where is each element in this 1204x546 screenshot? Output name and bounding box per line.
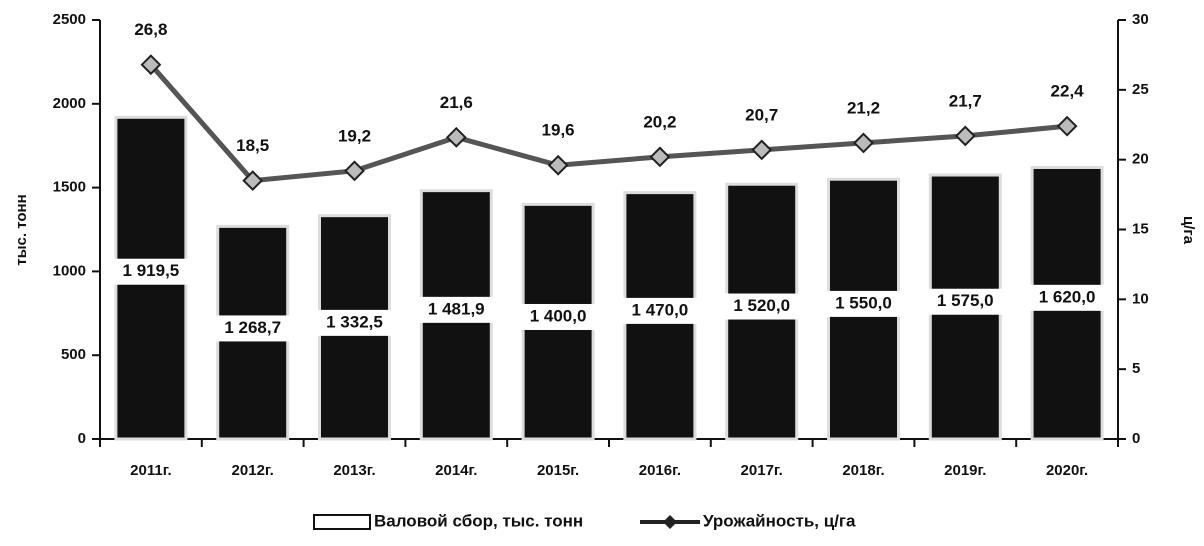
y2-tick-label: 25 (1132, 81, 1149, 98)
bar-value-label: 1 400,0 (530, 306, 587, 325)
legend-label: Урожайность, ц/га (703, 511, 856, 530)
marker (751, 139, 773, 161)
y-tick-label: 2500 (53, 11, 86, 28)
bar-value-label: 1 620,0 (1039, 287, 1096, 306)
label-bg (717, 293, 806, 320)
y2-tick-label: 0 (1132, 430, 1140, 447)
label-bg (615, 297, 704, 324)
line-value-label: 21,7 (949, 91, 982, 110)
y-tick-label: 0 (78, 430, 86, 447)
x-tick-label: 2015г. (537, 462, 579, 479)
x-tick-label: 2017г. (741, 462, 783, 479)
line-value-label: 21,2 (847, 98, 880, 117)
label-bg (1023, 284, 1112, 311)
x-tick-label: 2014г. (435, 462, 477, 479)
y2-axis-label: ц/га (1180, 216, 1197, 245)
bar-value-label: 1 550,0 (835, 293, 892, 312)
legend-swatch-bar (313, 514, 371, 530)
marker (344, 160, 365, 182)
label-bg (921, 288, 1010, 315)
line-value-label: 21,6 (440, 93, 473, 112)
y-axis-label: тыс. тонн (13, 194, 30, 265)
line (149, 63, 1068, 184)
bar-value-label: 1 481,9 (428, 299, 485, 318)
y2-tick-label: 10 (1132, 290, 1149, 307)
marker (547, 154, 569, 176)
marker (242, 170, 264, 192)
y2-tick-label: 20 (1132, 151, 1149, 168)
line-value-label: 20,2 (643, 112, 676, 131)
line-value-label: 19,2 (338, 126, 371, 145)
bar-value-label: 1 470,0 (632, 300, 689, 319)
x-tick-label: 2019г. (944, 462, 986, 479)
bar-value-label: 1 520,0 (733, 296, 790, 315)
bar-value-label: 1 575,0 (937, 291, 994, 310)
marker (140, 54, 162, 76)
line-value-label: 18,5 (236, 136, 269, 155)
label-bg (106, 258, 195, 285)
x-tick-label: 2016г. (639, 462, 681, 479)
line-value-label: 26,8 (134, 20, 167, 39)
x-tick-label: 2011г. (130, 462, 171, 479)
legend-label: Валовой сбор, тыс. тонн (374, 511, 583, 530)
y-tick-label: 1000 (53, 262, 86, 279)
marker (649, 146, 671, 168)
legend-marker (663, 515, 677, 529)
marker (954, 125, 976, 147)
label-bg (310, 309, 399, 336)
y-tick-label: 1500 (53, 179, 86, 196)
bar-value-label: 1 919,5 (123, 261, 180, 280)
y2-tick-label: 30 (1132, 11, 1149, 28)
bar-value-label: 1 268,7 (224, 318, 281, 337)
x-tick-label: 2013г. (333, 462, 375, 479)
y2-tick-label: 15 (1132, 220, 1149, 237)
label-bg (412, 296, 501, 323)
y-tick-label: 500 (61, 346, 86, 363)
y2-tick-label: 5 (1132, 360, 1140, 377)
marker (853, 132, 874, 154)
marker (1056, 115, 1078, 137)
line-value-label: 19,6 (542, 121, 575, 140)
line-value-label: 20,7 (745, 105, 778, 124)
line-value-label: 22,4 (1051, 82, 1085, 101)
x-tick-label: 2012г. (232, 462, 274, 479)
marker (445, 126, 467, 148)
label-bg (819, 290, 908, 317)
x-tick-label: 2018г. (842, 462, 884, 479)
y-tick-label: 2000 (53, 95, 86, 112)
label-bg (514, 303, 603, 330)
x-tick-label: 2020г. (1046, 462, 1088, 479)
label-bg (208, 315, 297, 342)
bar-value-label: 1 332,5 (326, 312, 383, 331)
